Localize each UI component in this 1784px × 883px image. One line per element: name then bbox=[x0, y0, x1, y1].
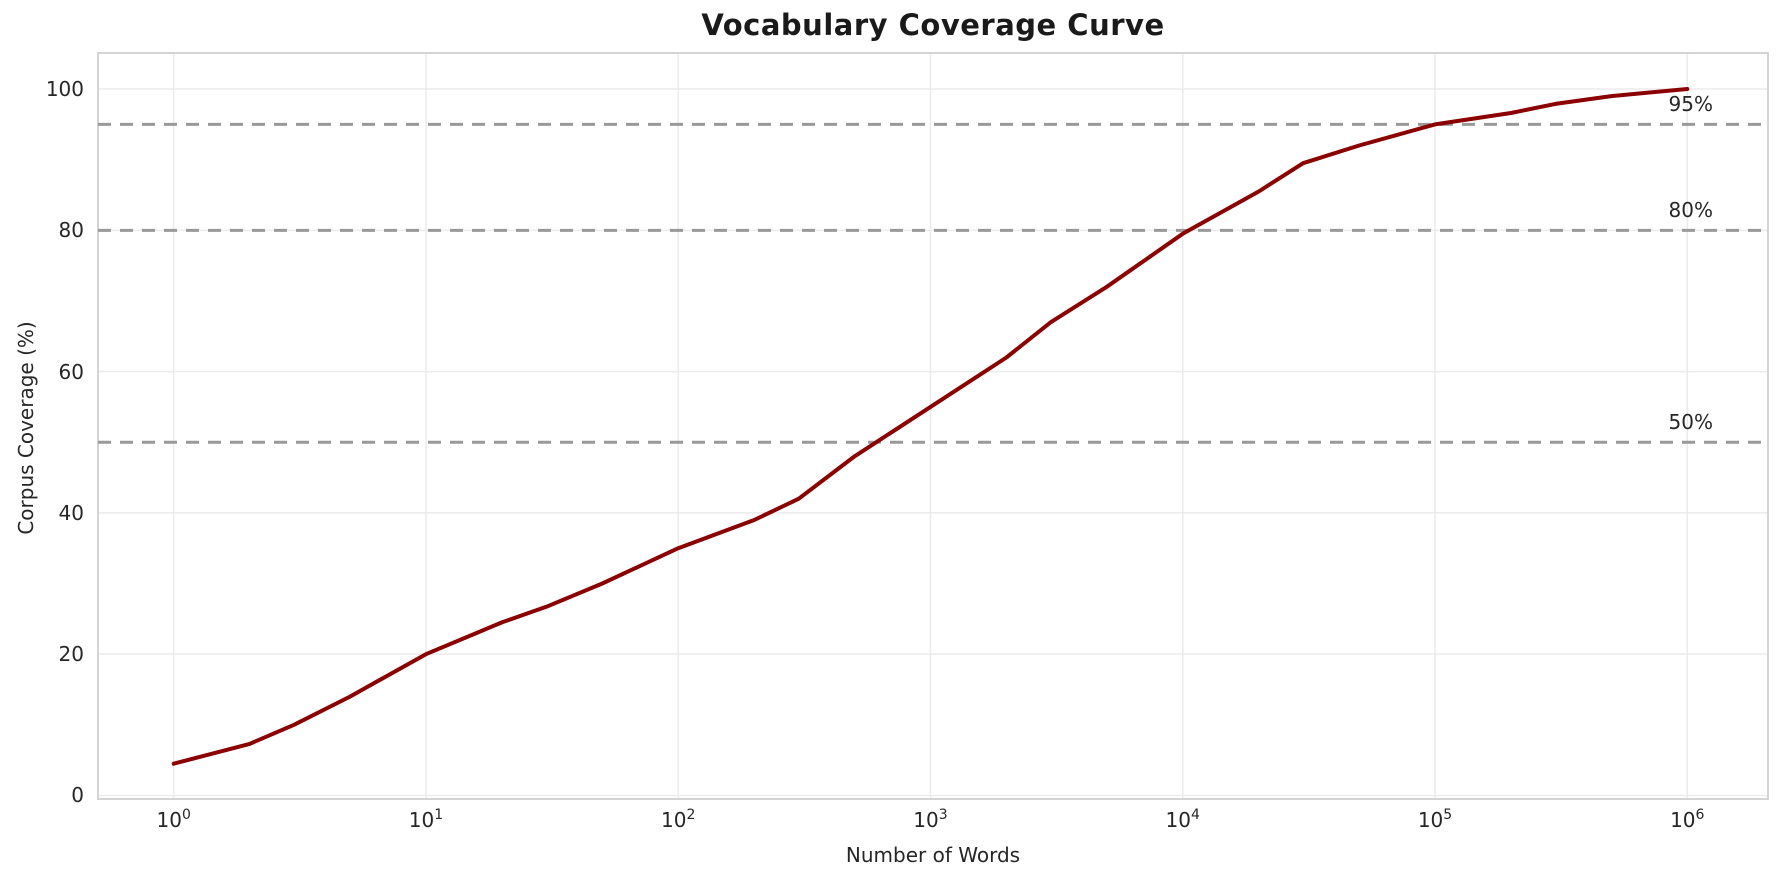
chart-title: Vocabulary Coverage Curve bbox=[701, 8, 1165, 42]
y-tick-label-0: 0 bbox=[71, 783, 84, 808]
x-tick-exponent: 4 bbox=[1191, 807, 1200, 823]
y-tick-label-40: 40 bbox=[58, 500, 84, 525]
x-tick-base: 10 bbox=[913, 808, 939, 832]
coverage-curve bbox=[171, 87, 1690, 766]
x-tick-label-1e4: 104 bbox=[1165, 807, 1200, 832]
x-tick-base: 10 bbox=[1165, 808, 1191, 832]
y-tick-label-80: 80 bbox=[58, 218, 84, 243]
x-tick-base: 10 bbox=[1417, 808, 1444, 832]
x-tick-label-1e1: 101 bbox=[408, 807, 444, 832]
x-tick-label-1e5: 105 bbox=[1417, 807, 1453, 832]
y-tick-label-60: 60 bbox=[58, 359, 84, 384]
x-tick-base: 10 bbox=[156, 808, 182, 832]
x-tick-base: 10 bbox=[408, 808, 435, 832]
x-tick-label-1e2: 102 bbox=[661, 807, 696, 832]
x-tick-base: 10 bbox=[661, 808, 687, 832]
plot-border bbox=[97, 52, 1769, 800]
x-tick-exponent: 1 bbox=[434, 807, 444, 823]
x-tick-exponent: 3 bbox=[938, 807, 948, 823]
x-axis-label: Number of Words bbox=[845, 843, 1021, 867]
x-tick-exponent: 6 bbox=[1695, 807, 1705, 823]
x-tick-exponent: 2 bbox=[686, 807, 696, 823]
y-tick-label-100: 100 bbox=[45, 77, 84, 102]
threshold-label-80: 80% bbox=[1668, 198, 1713, 223]
threshold-label-95: 95% bbox=[1668, 92, 1713, 117]
x-tick-exponent: 5 bbox=[1443, 807, 1453, 823]
x-tick-label-1e3: 103 bbox=[913, 807, 948, 832]
x-tick-label-1e0: 100 bbox=[156, 807, 191, 832]
x-tick-base: 10 bbox=[1670, 808, 1696, 832]
x-tick-label-1e6: 106 bbox=[1670, 807, 1705, 832]
x-tick-exponent: 0 bbox=[181, 807, 191, 823]
y-tick-label-20: 20 bbox=[58, 642, 84, 667]
threshold-label-50: 50% bbox=[1668, 410, 1713, 435]
